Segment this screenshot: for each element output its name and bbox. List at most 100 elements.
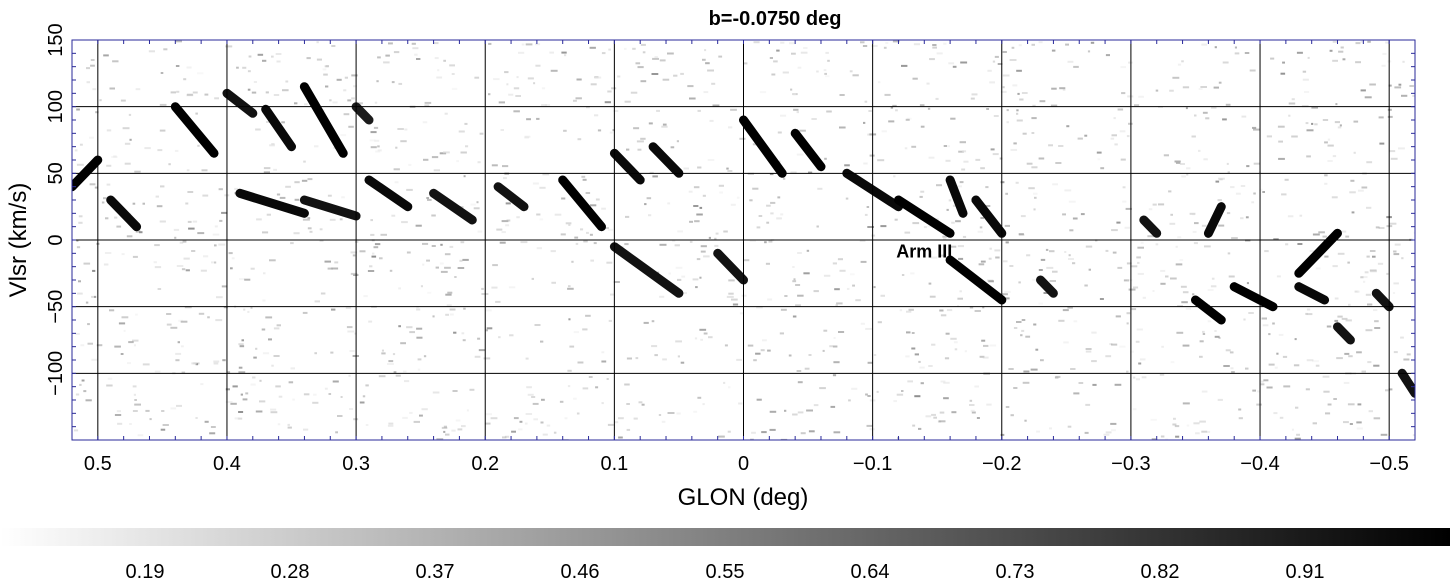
speckle	[192, 220, 198, 223]
speckle	[372, 252, 375, 255]
speckle	[943, 381, 950, 384]
speckle	[314, 145, 319, 148]
speckle	[738, 402, 743, 405]
speckle	[1369, 83, 1376, 86]
speckle	[520, 241, 528, 244]
speckle	[532, 182, 539, 185]
speckle	[1073, 320, 1078, 323]
speckle	[651, 320, 655, 323]
speckle	[474, 355, 481, 358]
speckle	[369, 139, 376, 142]
speckle	[1072, 262, 1076, 265]
speckle	[238, 411, 244, 413]
speckle	[1165, 438, 1169, 440]
speckle	[387, 363, 394, 365]
speckle	[1234, 46, 1237, 49]
speckle	[416, 306, 419, 309]
speckle	[168, 163, 171, 166]
colorbar-tick-label: 0.46	[561, 561, 600, 583]
speckle	[325, 85, 329, 88]
speckle	[322, 68, 327, 71]
speckle	[427, 291, 432, 294]
speckle	[1016, 69, 1022, 72]
speckle	[795, 284, 801, 286]
speckle	[1291, 135, 1298, 138]
speckle	[959, 181, 964, 184]
speckle	[677, 230, 683, 233]
speckle	[1306, 359, 1314, 362]
speckle	[175, 352, 182, 355]
speckle	[303, 160, 306, 163]
speckle	[314, 300, 320, 303]
colorbar	[0, 528, 1450, 546]
speckle	[1393, 253, 1400, 256]
speckle	[860, 41, 865, 44]
speckle	[749, 240, 756, 242]
speckle	[700, 250, 706, 253]
speckle	[601, 351, 605, 354]
speckle	[839, 269, 846, 272]
speckle	[181, 268, 186, 271]
speckle	[1264, 250, 1269, 253]
emission-feature	[1203, 202, 1226, 238]
speckle	[327, 267, 333, 270]
speckle	[263, 171, 270, 174]
speckle	[920, 382, 924, 385]
speckle	[1230, 367, 1234, 370]
speckle	[1068, 200, 1076, 203]
speckle	[213, 362, 219, 365]
speckle	[901, 64, 908, 67]
speckle	[1344, 352, 1350, 355]
speckle	[551, 281, 556, 284]
y-tick-label: 150	[45, 23, 67, 56]
speckle	[1049, 250, 1055, 253]
speckle	[406, 188, 413, 191]
speckle	[739, 312, 744, 315]
speckle	[357, 102, 363, 105]
speckle	[271, 364, 274, 367]
speckle	[780, 41, 785, 44]
speckle	[791, 52, 796, 55]
speckle	[431, 156, 439, 159]
speckle	[1009, 265, 1014, 267]
speckle	[1026, 254, 1031, 257]
speckle	[225, 401, 233, 403]
speckle	[426, 197, 429, 199]
speckle	[938, 420, 946, 423]
speckle	[1147, 235, 1155, 238]
speckle	[1020, 334, 1023, 337]
speckle	[183, 78, 187, 81]
speckle	[416, 308, 421, 311]
speckle	[928, 365, 933, 367]
speckle	[1369, 269, 1377, 272]
speckle	[76, 108, 80, 111]
speckle	[1332, 265, 1338, 268]
speckle	[1096, 151, 1102, 154]
x-tick-label: −0.4	[1240, 453, 1279, 475]
speckle	[947, 145, 950, 148]
speckle	[500, 129, 504, 131]
speckle	[865, 393, 868, 396]
speckle	[204, 420, 209, 423]
speckle	[702, 194, 706, 197]
speckle	[219, 219, 223, 222]
speckle	[116, 410, 121, 413]
speckle	[567, 369, 572, 372]
speckle	[863, 121, 866, 124]
speckle	[294, 102, 298, 105]
speckle	[1225, 103, 1231, 106]
speckle	[790, 171, 797, 174]
speckle	[860, 260, 867, 263]
speckle	[78, 221, 83, 224]
speckle	[829, 345, 834, 348]
speckle	[170, 407, 177, 410]
speckle	[135, 88, 141, 91]
speckle	[553, 431, 557, 434]
speckle	[718, 435, 725, 438]
speckle	[92, 88, 97, 91]
speckle	[936, 52, 943, 55]
speckle	[391, 81, 395, 84]
speckle	[1199, 340, 1204, 343]
speckle	[1210, 285, 1217, 288]
speckle	[180, 345, 184, 348]
